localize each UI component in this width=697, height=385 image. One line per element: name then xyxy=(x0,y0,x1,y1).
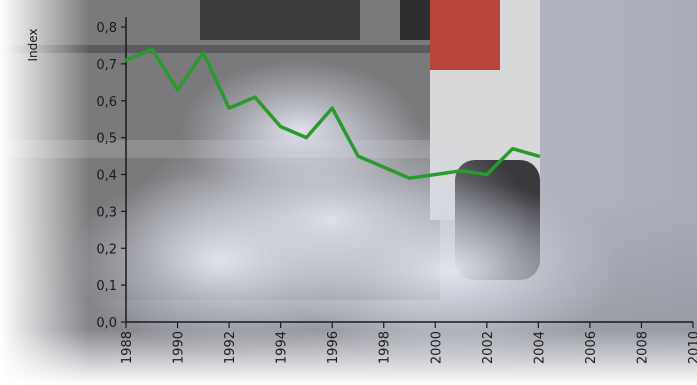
y-tick-label: 0,1 xyxy=(96,279,117,294)
data-point xyxy=(176,88,180,92)
y-axis-ticks: 0,0 0,1 0,2 0,3 0,4 0,5 0,6 0,7 0,8 xyxy=(96,21,126,331)
y-axis-title: Index xyxy=(26,28,40,61)
data-point xyxy=(536,154,540,158)
x-tick-label: 2006 xyxy=(584,331,599,364)
x-tick-label: 1992 xyxy=(223,331,238,364)
x-tick-label: 2002 xyxy=(481,331,496,364)
x-tick-label: 1990 xyxy=(172,331,187,364)
data-point xyxy=(253,95,257,99)
data-point xyxy=(433,173,437,176)
x-tick-label: 1998 xyxy=(378,331,393,364)
y-tick-label: 0,6 xyxy=(96,95,117,110)
data-point xyxy=(408,176,411,180)
y-tick-label: 0,7 xyxy=(96,58,117,73)
data-point xyxy=(227,106,231,110)
axes xyxy=(125,17,693,323)
x-tick-label: 1994 xyxy=(275,331,290,364)
data-point xyxy=(330,106,334,110)
data-point xyxy=(279,125,283,129)
data-point xyxy=(201,51,205,55)
x-tick-label: 2000 xyxy=(429,331,444,364)
data-point xyxy=(356,154,360,158)
x-tick-label: 2004 xyxy=(532,331,547,364)
data-point xyxy=(304,136,308,140)
x-tick-label: 1996 xyxy=(326,331,341,364)
data-point xyxy=(459,169,463,173)
x-tick-label: 1988 xyxy=(120,331,135,364)
series-group xyxy=(124,47,541,180)
data-point xyxy=(485,173,489,176)
x-axis-ticks: 1988 1990 1992 1994 1996 1998 2000 2002 2004 2006… xyxy=(120,322,697,364)
data-point xyxy=(511,147,515,151)
x-tick-label: 2008 xyxy=(635,331,650,364)
y-tick-label: 0,2 xyxy=(96,242,117,257)
y-tick-label: 0,5 xyxy=(96,132,117,147)
data-point xyxy=(382,165,386,169)
y-tick-label: 0,3 xyxy=(96,205,117,220)
y-tick-label: 0,4 xyxy=(96,169,117,184)
data-point xyxy=(150,47,154,51)
data-point xyxy=(124,58,128,62)
x-tick-label: 2010 xyxy=(687,331,697,364)
y-tick-label: 0,0 xyxy=(96,316,117,331)
y-tick-label: 0,8 xyxy=(96,21,117,36)
